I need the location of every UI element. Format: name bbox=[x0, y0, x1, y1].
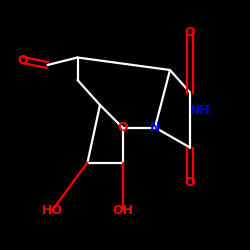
Text: NH: NH bbox=[190, 104, 211, 117]
Text: O: O bbox=[117, 121, 128, 134]
Text: N: N bbox=[150, 121, 160, 134]
Text: O: O bbox=[17, 54, 28, 66]
Text: O: O bbox=[185, 26, 195, 39]
Text: HO: HO bbox=[42, 204, 63, 216]
Text: O: O bbox=[185, 176, 195, 189]
Text: OH: OH bbox=[112, 204, 133, 216]
